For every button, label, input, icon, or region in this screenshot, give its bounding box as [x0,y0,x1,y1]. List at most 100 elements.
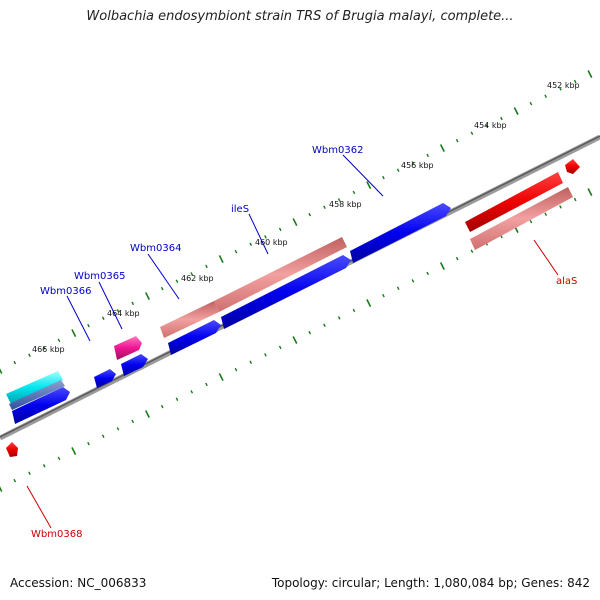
tick-mark [470,131,474,135]
tick-mark [292,336,298,344]
leader-lines [26,154,559,529]
reverse-strand-features [6,159,580,457]
label-Wbm0362: Wbm0362 [312,145,363,156]
tick-mark [13,478,17,483]
label-alaS: alaS [556,276,577,287]
tick-mark [439,144,445,152]
tick-mark [544,94,548,98]
tick-mark [101,434,105,438]
tick-mark [278,227,282,232]
tick-mark [116,309,120,313]
tick-mark [455,138,459,143]
label-Wbm0364: Wbm0364 [130,243,181,254]
tick-mark [0,368,3,374]
tick-mark [352,190,356,195]
label-ileS: ileS [231,204,249,215]
axis-label-456: 456 kbp [401,161,434,170]
label-Wbm0365: Wbm0365 [74,271,125,282]
tick-mark [42,346,46,350]
tick-mark [426,153,430,158]
tick-mark [160,404,164,409]
tick-mark [559,205,562,209]
outer-tick-ring [0,70,593,374]
gene-Wbm0368[interactable] [6,442,18,457]
tick-mark [116,427,120,431]
tick-mark [57,338,61,343]
gene-Wbm0364[interactable] [168,320,221,355]
tick-mark [57,456,61,461]
tick-mark [323,323,326,327]
tick-mark [573,79,577,84]
axis-label-452: 452 kbp [547,81,580,90]
tick-mark [101,316,105,320]
axis-label-464: 464 kbp [107,309,140,318]
rna-ileS[interactable] [214,237,347,312]
gene-Wbm0362[interactable] [350,203,451,263]
axis-label-454: 454 kbp [474,121,507,130]
axis-label-458: 458 kbp [329,200,362,209]
tick-mark [411,279,415,283]
rna-Wbm0364[interactable] [160,301,219,338]
tick-mark [28,353,31,357]
map-title: Wolbachia endosymbiont strain TRS of Bru… [86,9,514,24]
tick-mark [455,256,459,261]
tick-mark [249,360,253,364]
tick-mark [573,197,577,202]
topology-summary: Topology: circular; Length: 1,080,084 bp… [271,576,590,590]
tick-mark [218,373,224,381]
accession-label: Accession: NC_006833 [10,576,147,590]
rna-alaS[interactable] [470,187,573,250]
tick-mark [234,367,238,372]
tick-mark [87,441,90,446]
tick-mark [205,382,208,387]
tick-mark [71,447,77,455]
tick-mark [411,161,415,165]
tick-mark [587,70,593,78]
tick-mark [218,255,224,263]
axis-labels: 452 kbp 454 kbp 456 kbp 458 kbp 460 kbp … [32,81,580,354]
tick-mark [264,235,267,239]
tick-mark [278,345,282,350]
label-Wbm0366: Wbm0366 [40,286,91,297]
axis-label-466: 466 kbp [32,345,65,354]
tick-mark [144,410,150,418]
tick-mark [190,272,194,276]
tick-mark [42,464,46,468]
tick-mark [190,390,194,394]
feature-cyan[interactable] [6,371,63,404]
tick-mark [205,264,208,269]
tick-mark [382,293,385,298]
gene-Wbm0365-a[interactable] [114,336,142,360]
tick-mark [587,188,593,196]
gene-Wbm0365-b[interactable] [121,354,148,376]
gene-Wbm0366[interactable] [94,369,116,388]
tick-mark [559,87,562,91]
tick-mark [529,101,533,106]
gene-forward-left[interactable] [12,387,70,424]
tick-mark [131,301,135,306]
axis-label-460: 460 kbp [255,238,288,247]
tick-mark [470,249,474,253]
tick-mark [308,212,312,217]
tick-mark [500,116,503,121]
gene-labels: Wbm0362 ileS Wbm0364 Wbm0365 Wbm0366 ala… [31,145,577,540]
tick-mark [366,299,372,307]
tick-mark [382,175,385,180]
tick-mark [87,323,90,328]
gene-small-red[interactable] [565,159,580,174]
tick-mark [544,212,548,216]
axis-label-462: 462 kbp [181,274,214,283]
tick-mark [71,329,77,337]
tick-mark [249,242,253,246]
forward-strand-features [6,203,451,424]
feature-steel[interactable] [9,380,65,410]
gene-ileS[interactable] [221,255,351,329]
tick-mark [175,397,179,401]
tick-mark [337,198,341,202]
tick-mark [144,292,150,300]
gene-alaS[interactable] [465,172,563,232]
tick-mark [323,205,326,209]
tick-mark [439,262,445,270]
tick-mark [264,353,267,357]
